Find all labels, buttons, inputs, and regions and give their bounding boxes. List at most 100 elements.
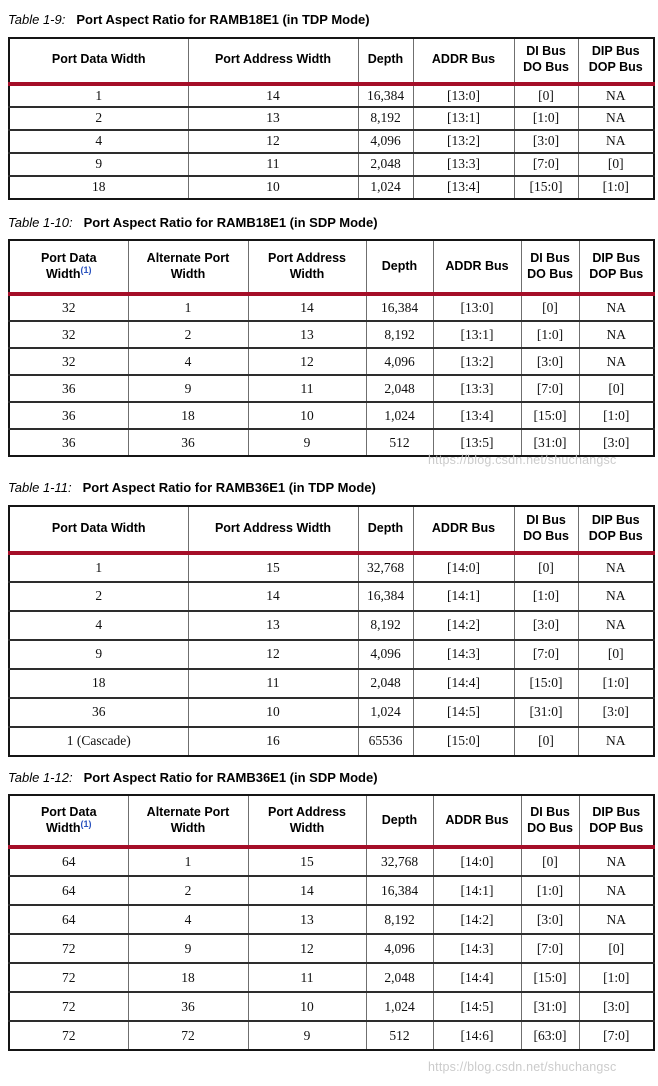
table-cell: 36 — [127, 428, 249, 457]
column-header: Port Data Width(1) — [8, 239, 129, 297]
table-title: Port Aspect Ratio for RAMB18E1 (in SDP M… — [83, 214, 378, 230]
table-row: 32 1 14 16,384 [13:0] [0] NA — [8, 293, 655, 322]
table-cell: 72 — [8, 933, 129, 964]
header-row: Port Data Width Port Address Width Depth AD… — [8, 36, 655, 86]
table-cell: [1:0] — [578, 962, 655, 993]
table-cell: [31:0] — [520, 428, 580, 457]
table-cell: 4 — [8, 128, 189, 154]
table-cell: [7:0] — [513, 638, 579, 670]
column-header: DIP Bus DOP Bus — [578, 239, 655, 297]
column-header: DI Bus DO Bus — [520, 794, 580, 850]
table-cell: 11 — [187, 667, 359, 699]
table-caption: Table 1-10: Port Aspect Ratio for RAMB18E… — [8, 215, 653, 231]
table-cell: 15 — [187, 551, 359, 583]
column-header: Alternate Port Width — [127, 239, 249, 297]
footnote-link[interactable]: (1) — [80, 264, 92, 275]
table-cell: [3:0] — [578, 428, 655, 457]
table-cell: 10 — [247, 991, 367, 1022]
column-header: DI Bus DO Bus — [520, 239, 580, 297]
table-cell: 72 — [8, 962, 129, 993]
table-cell: NA — [578, 320, 655, 349]
table-cell: 4 — [8, 609, 189, 641]
table-cell: 32 — [8, 347, 129, 376]
table-row: 72 9 12 4,096 [14:3] [7:0] [0] — [8, 933, 655, 964]
table-cell: [31:0] — [520, 991, 580, 1022]
footnote-link[interactable]: (1) — [80, 818, 92, 829]
header-row: Port Data Width Port Address Width Depth AD… — [8, 504, 655, 555]
table-cell: 9 — [127, 933, 249, 964]
table-cell: NA — [577, 609, 655, 641]
table-cell: 2 — [8, 580, 189, 612]
table-row: 9 12 4,096 [14:3] [7:0] [0] — [8, 638, 655, 670]
table-cell: [3:0] — [520, 347, 580, 376]
table-cell: 1 (Cascade) — [8, 725, 189, 757]
table-cell: [13:1] — [432, 320, 522, 349]
table-cell: 2,048 — [357, 667, 414, 699]
table-cell: 14 — [247, 293, 367, 322]
csdn-watermark: https://blog.csdn.net/shuchangsc — [428, 453, 617, 467]
table-number-label: Table 1-10: — [8, 214, 73, 230]
table-row: 32 2 13 8,192 [13:1] [1:0] NA — [8, 320, 655, 349]
table-cell: 15 — [247, 846, 367, 877]
table-row: 72 36 10 1,024 [14:5] [31:0] [3:0] — [8, 991, 655, 1022]
table-cell: NA — [577, 580, 655, 612]
table-cell: 1 — [8, 82, 189, 108]
table-cell: [0] — [578, 933, 655, 964]
table-cell: 12 — [247, 347, 367, 376]
table-cell: 12 — [187, 128, 359, 154]
column-header: DIP Bus DOP Bus — [577, 504, 655, 555]
table-row: 2 14 16,384 [14:1] [1:0] NA — [8, 580, 655, 612]
port-aspect-ratio-table: Port Data Width Port Address Width Depth AD… — [8, 36, 655, 200]
column-header: Port Data Width — [8, 504, 189, 555]
table-cell: 4 — [127, 347, 249, 376]
table-cell: 64 — [8, 846, 129, 877]
table-cell: 32,768 — [357, 551, 414, 583]
table-cell: [14:2] — [432, 904, 522, 935]
table-section-3: Table 1-11: Port Aspect Ratio for RAMB36E… — [8, 480, 655, 757]
column-header: Alternate Port Width — [127, 794, 249, 850]
table-cell: NA — [577, 82, 655, 108]
column-header: Port Address Width — [187, 36, 359, 86]
table-cell: 9 — [247, 428, 367, 457]
header-row: Port Data Width(1) Alternate Port Width Port… — [8, 794, 655, 850]
table-row: 4 13 8,192 [14:2] [3:0] NA — [8, 609, 655, 641]
table-cell: [0] — [513, 725, 579, 757]
table-cell: [3:0] — [578, 991, 655, 1022]
table-cell: 32 — [8, 320, 129, 349]
column-header: Port Data Width(1) — [8, 794, 129, 850]
table-caption: Table 1-9: Port Aspect Ratio for RAMB18E1… — [8, 12, 653, 28]
table-cell: [3:0] — [577, 696, 655, 728]
table-cell: [63:0] — [520, 1020, 580, 1051]
table-row: 64 1 15 32,768 [14:0] [0] NA — [8, 846, 655, 877]
table-cell: [14:1] — [432, 875, 522, 906]
table-row: 2 13 8,192 [13:1] [1:0] NA — [8, 105, 655, 131]
header-row: Port Data Width(1) Alternate Port Width Port… — [8, 239, 655, 297]
table-cell: 12 — [187, 638, 359, 670]
table-row: 1 (Cascade) 16 65536 [15:0] [0] NA — [8, 725, 655, 757]
table-cell: NA — [577, 551, 655, 583]
table-cell: 2,048 — [357, 151, 414, 177]
table-cell: 18 — [8, 667, 189, 699]
table-cell: [1:0] — [578, 401, 655, 430]
table-cell: [1:0] — [577, 174, 655, 200]
table-row: 18 10 1,024 [13:4] [15:0] [1:0] — [8, 174, 655, 200]
table-cell: 2 — [127, 875, 249, 906]
table-cell: [13:4] — [412, 174, 515, 200]
table-cell: [13:2] — [412, 128, 515, 154]
table-cell: 8,192 — [357, 609, 414, 641]
table-caption: Table 1-11: Port Aspect Ratio for RAMB36E… — [8, 480, 653, 496]
table-cell: 12 — [247, 933, 367, 964]
table-cell: 10 — [187, 696, 359, 728]
table-cell: [0] — [513, 551, 579, 583]
table-row: 1 14 16,384 [13:0] [0] NA — [8, 82, 655, 108]
column-header: DI Bus DO Bus — [513, 504, 579, 555]
table-cell: 8,192 — [365, 320, 434, 349]
table-caption: Table 1-12: Port Aspect Ratio for RAMB36E… — [8, 770, 653, 786]
table-cell: [13:2] — [432, 347, 522, 376]
table-cell: 13 — [247, 904, 367, 935]
table-cell: 18 — [127, 962, 249, 993]
column-header: Depth — [357, 36, 414, 86]
table-cell: [13:5] — [432, 428, 522, 457]
table-cell: [14:5] — [412, 696, 515, 728]
table-cell: [13:0] — [412, 82, 515, 108]
